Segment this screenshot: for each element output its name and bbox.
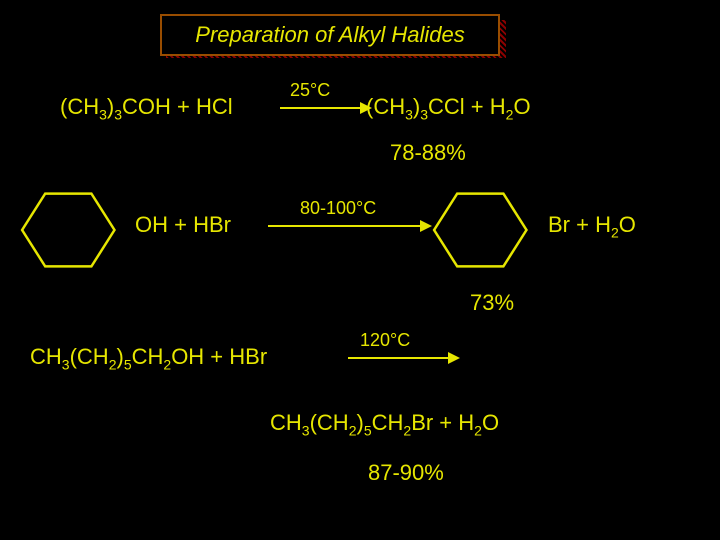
- reaction2-left-hexagon: [20, 188, 117, 272]
- reaction3-left: CH3(CH2)5CH2OH + HBr: [30, 344, 267, 372]
- reaction2-arrow-label: 80-100°C: [300, 198, 376, 219]
- reaction2-arrow-line: [268, 225, 420, 227]
- title-text: Preparation of Alkyl Halides: [195, 22, 464, 47]
- reaction3-right: CH3(CH2)5CH2Br + H2O: [270, 410, 499, 438]
- reaction1-yield: 78-88%: [390, 140, 466, 166]
- reaction2-yield: 73%: [470, 290, 514, 316]
- reaction2-right: Br + H2O: [548, 212, 636, 240]
- reaction3-yield: 87-90%: [368, 460, 444, 486]
- reaction2-arrow-head: [420, 220, 432, 232]
- reaction3-arrow-line: [348, 357, 448, 359]
- reaction1-arrow-label: 25°C: [290, 80, 330, 101]
- reaction1-right: (CH3)3CCl + H2O: [366, 94, 531, 122]
- reaction1-left: (CH3)3COH + HCl: [60, 94, 233, 122]
- reaction1-arrow-line: [280, 107, 360, 109]
- reaction2-right-hexagon: [432, 188, 529, 272]
- reaction2-left: OH + HBr: [135, 212, 231, 238]
- reaction3-arrow-label: 120°C: [360, 330, 410, 351]
- title-box: Preparation of Alkyl Halides: [160, 14, 500, 56]
- reaction3-arrow-head: [448, 352, 460, 364]
